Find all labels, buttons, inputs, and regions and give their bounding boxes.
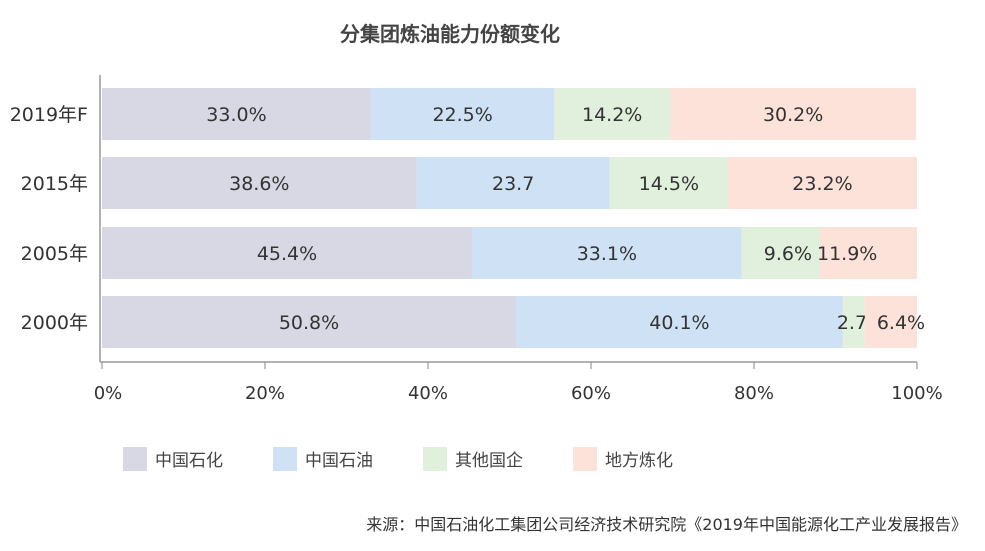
legend-swatch xyxy=(423,446,447,471)
bar-segment xyxy=(472,227,742,279)
x-tick-label: 40% xyxy=(408,383,448,404)
chart-title: 分集团炼油能力份额变化 xyxy=(340,22,560,46)
bar-segment xyxy=(727,157,917,209)
data-label: 23.7 xyxy=(492,173,534,195)
legend-swatch xyxy=(573,446,597,471)
bar-segment xyxy=(102,296,517,348)
legend-item: 中国石油 xyxy=(273,446,423,471)
bar-segment xyxy=(864,296,917,348)
x-tick-label: 0% xyxy=(94,383,123,404)
data-label: 38.6% xyxy=(229,173,289,195)
bar-segment xyxy=(102,157,417,209)
legend: 中国石化 中国石油 其他国企 地方炼化 xyxy=(123,446,723,471)
bar-segment xyxy=(842,296,865,348)
legend-label: 中国石化 xyxy=(155,451,223,471)
data-label: 14.5% xyxy=(639,173,699,195)
data-label: 9.6% xyxy=(764,243,812,265)
data-label: 6.4% xyxy=(877,312,925,334)
data-label: 45.4% xyxy=(257,243,317,265)
x-tick-label: 100% xyxy=(891,383,942,404)
bar-segment xyxy=(370,88,555,140)
bar-segment xyxy=(416,157,610,209)
x-tick-label: 60% xyxy=(571,383,611,404)
legend-swatch xyxy=(273,446,297,471)
data-label: 11.9% xyxy=(817,243,877,265)
bar-segment xyxy=(102,227,473,279)
data-label: 33.0% xyxy=(206,104,266,126)
bar-segment xyxy=(516,296,843,348)
legend-label: 地方炼化 xyxy=(605,451,673,471)
legend-item: 中国石化 xyxy=(123,446,273,471)
data-label: 30.2% xyxy=(763,104,823,126)
legend-swatch xyxy=(123,446,147,471)
y-category-label: 2000年 xyxy=(21,312,88,334)
data-label: 22.5% xyxy=(432,104,492,126)
bar-segment xyxy=(102,88,371,140)
legend-label: 其他国企 xyxy=(455,451,523,471)
data-label: 14.2% xyxy=(582,104,642,126)
bar-segment xyxy=(741,227,821,279)
legend-item: 地方炼化 xyxy=(573,446,723,471)
y-category-label: 2005年 xyxy=(21,243,88,265)
legend-item: 其他国企 xyxy=(423,446,573,471)
bar-segment xyxy=(820,227,917,279)
x-tick-label: 20% xyxy=(245,383,285,404)
data-label: 23.2% xyxy=(792,173,852,195)
y-category-label: 2019年F xyxy=(10,104,88,126)
stacked-bar-chart: 0% 20% 40% 60% 80% 100% 2019年F 33.0% 22.5% 14.2% 3… xyxy=(10,75,943,404)
bar-segment xyxy=(609,157,728,209)
data-label: 33.1% xyxy=(577,243,637,265)
legend-label: 中国石油 xyxy=(305,451,373,471)
bar-segment xyxy=(554,88,671,140)
bar-segment xyxy=(670,88,917,140)
source-note: 来源：中国石油化工集团公司经济技术研究院《2019年中国能源化工产业发展报告》 xyxy=(366,515,967,534)
y-category-label: 2015年 xyxy=(21,173,88,195)
data-label: 40.1% xyxy=(649,312,709,334)
x-tick-label: 80% xyxy=(734,383,774,404)
data-label: 50.8% xyxy=(279,312,339,334)
